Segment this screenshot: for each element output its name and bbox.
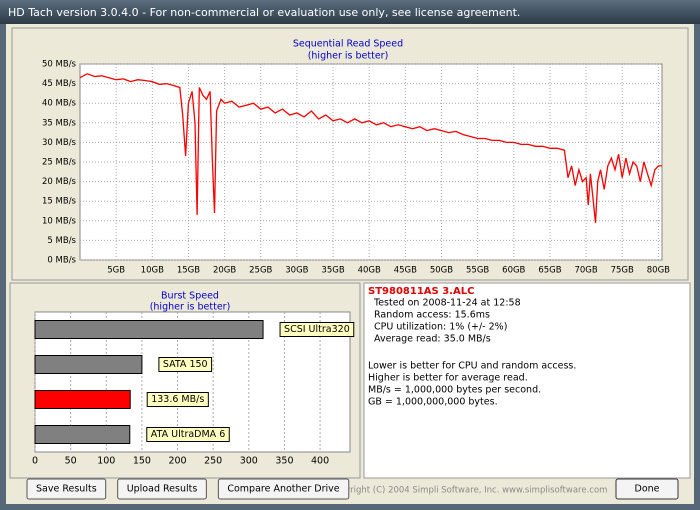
x-tick-label: 100	[97, 456, 115, 467]
window-title: HD Tach version 3.0.4.0 - For non-commer…	[8, 6, 520, 19]
x-tick-label: 50GB	[430, 266, 453, 276]
y-tick-label: 35 MB/s	[42, 118, 77, 128]
x-tick-label: 80GB	[647, 266, 670, 276]
label-box	[158, 357, 213, 372]
copyright: Copyright (C) 2004 Simpli Software, Inc.…	[329, 486, 608, 496]
x-tick-label: 55GB	[466, 266, 489, 276]
button[interactable]	[26, 478, 107, 500]
title-bar	[0, 0, 700, 24]
drive-info: Random access: 15.6ms	[374, 310, 490, 321]
chart-subtitle: (higher is better)	[308, 51, 389, 62]
x-tick-label: 5GB	[107, 266, 125, 276]
label-box	[279, 322, 355, 337]
y-tick-label: 50 MB/s	[42, 60, 77, 70]
chart-title: Sequential Read Speed	[293, 39, 403, 50]
drive-name: ST980811AS 3.ALC	[368, 286, 474, 297]
x-tick-label: 150	[133, 456, 151, 467]
x-tick-label: 350	[275, 456, 293, 467]
chart-subtitle: (higher is better)	[150, 302, 231, 313]
note: MB/s = 1,000,000 bytes per second.	[368, 385, 541, 396]
note: Lower is better for CPU and random acces…	[368, 361, 576, 372]
x-tick-label: 200	[168, 456, 186, 467]
bar-label: ATA UltraDMA 6	[151, 429, 225, 440]
x-tick-label: 30GB	[285, 266, 308, 276]
y-tick-label: 10 MB/s	[42, 216, 77, 226]
button[interactable]	[217, 478, 350, 500]
x-tick-label: 20GB	[213, 266, 236, 276]
bar	[34, 425, 131, 444]
bar-label: 133.6 MB/s	[151, 394, 204, 405]
x-tick-label: 50	[65, 456, 77, 467]
x-tick-label: 400	[311, 456, 329, 467]
y-tick-label: 15 MB/s	[42, 197, 77, 207]
drive-info: CPU utilization: 1% (+/- 2%)	[374, 322, 507, 333]
drive-info: Average read: 35.0 MB/s	[374, 334, 491, 345]
y-tick-label: 20 MB/s	[42, 177, 77, 187]
info-panel	[363, 282, 691, 479]
button-label[interactable]: Upload Results	[127, 484, 198, 495]
y-tick-label: 30 MB/s	[42, 138, 77, 148]
x-tick-label: 0	[32, 456, 38, 467]
y-tick-label: 40 MB/s	[42, 99, 77, 109]
note: GB = 1,000,000,000 bytes.	[368, 397, 498, 408]
x-tick-label: 25GB	[249, 266, 272, 276]
chart-title: Burst Speed	[161, 291, 219, 302]
drive-info: Tested on 2008-11-24 at 12:58	[373, 298, 521, 309]
read-line	[79, 73, 662, 223]
x-tick-label: 250	[204, 456, 222, 467]
y-tick-label: 0 MB/s	[47, 256, 76, 266]
bar	[34, 355, 143, 374]
x-tick-label: 45GB	[394, 266, 417, 276]
x-tick-label: 40GB	[358, 266, 381, 276]
note: Higher is better for average read.	[368, 373, 528, 384]
x-tick-label: 10GB	[141, 266, 164, 276]
button-label[interactable]: Save Results	[36, 484, 97, 495]
label-box	[146, 427, 230, 442]
done-button[interactable]	[615, 478, 679, 500]
button[interactable]	[117, 478, 207, 500]
x-tick-label: 70GB	[574, 266, 597, 276]
button-label[interactable]: Compare Another Drive	[227, 484, 339, 495]
x-tick-label: 75GB	[611, 266, 634, 276]
x-tick-label: 35GB	[321, 266, 344, 276]
bar	[34, 390, 131, 409]
bar	[34, 320, 264, 339]
x-tick-label: 60GB	[502, 266, 525, 276]
y-tick-label: 25 MB/s	[42, 158, 77, 168]
x-tick-label: 300	[240, 456, 258, 467]
x-tick-label: 15GB	[177, 266, 200, 276]
bar-label: SATA 150	[163, 359, 208, 370]
label-box	[146, 392, 209, 407]
bar-label: SCSI Ultra320	[284, 324, 350, 335]
y-tick-label: 5 MB/s	[47, 236, 76, 246]
done-label[interactable]: Done	[635, 484, 660, 495]
x-tick-label: 65GB	[538, 266, 561, 276]
y-tick-label: 45 MB/s	[42, 79, 77, 89]
